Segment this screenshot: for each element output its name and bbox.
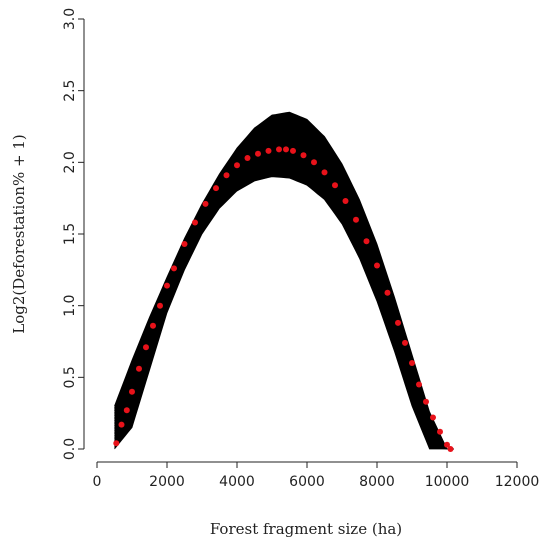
fit-point bbox=[363, 238, 370, 245]
fit-point bbox=[118, 421, 125, 428]
fit-point bbox=[311, 159, 317, 166]
bootstrap-curve bbox=[114, 159, 454, 450]
fit-point bbox=[384, 289, 391, 296]
fit-point bbox=[374, 262, 380, 269]
y-tick-label: 0.5 bbox=[62, 366, 78, 388]
fit-point bbox=[202, 200, 209, 207]
fit-point bbox=[416, 381, 422, 388]
bootstrap-curve bbox=[114, 171, 454, 450]
bootstrap-curve bbox=[114, 116, 454, 450]
bootstrap-curve bbox=[114, 121, 454, 450]
x-tick-label: 2000 bbox=[149, 474, 185, 490]
fit-point bbox=[342, 198, 349, 204]
bootstrap-curve bbox=[114, 166, 454, 450]
fit-point bbox=[283, 146, 289, 153]
axes bbox=[78, 18, 518, 468]
fit-point bbox=[129, 388, 135, 395]
y-axis-label: Log2(Deforestation% + 1) bbox=[10, 134, 28, 333]
fit-point bbox=[332, 182, 338, 189]
y-tick-label: 0.0 bbox=[62, 438, 78, 460]
bootstrap-curve bbox=[114, 142, 454, 450]
fit-point bbox=[430, 414, 436, 421]
fit-point bbox=[157, 302, 163, 309]
fit-point bbox=[353, 216, 359, 223]
bootstrap-curve bbox=[114, 114, 454, 450]
fit-point bbox=[423, 398, 429, 405]
x-tick-label: 8000 bbox=[359, 474, 395, 490]
bootstrap-curve bbox=[114, 124, 454, 450]
fit-point bbox=[213, 185, 219, 192]
fit-point bbox=[234, 162, 240, 169]
bootstrap-curve bbox=[114, 152, 454, 450]
fit-point bbox=[113, 440, 120, 447]
fit-point bbox=[276, 146, 282, 153]
x-axis-label: Forest fragment size (ha) bbox=[210, 520, 402, 538]
fit-point bbox=[223, 172, 230, 179]
bootstrap-curve bbox=[114, 144, 454, 450]
fit-point bbox=[409, 360, 415, 366]
fitted-curve-points bbox=[113, 146, 454, 452]
fit-point bbox=[321, 169, 328, 176]
fit-point bbox=[290, 147, 296, 154]
bootstrap-curve bbox=[114, 157, 454, 450]
bootstrap-curve bbox=[114, 139, 454, 450]
bootstrap-curve bbox=[114, 126, 454, 450]
x-tick-label: 6000 bbox=[289, 474, 325, 490]
fit-point bbox=[437, 428, 443, 435]
fit-point bbox=[244, 155, 251, 161]
bootstrap-curve bbox=[114, 169, 454, 450]
fit-point bbox=[123, 407, 130, 414]
fit-point bbox=[395, 319, 401, 326]
fit-point bbox=[444, 441, 450, 448]
bootstrap-curve bbox=[114, 154, 454, 450]
y-tick-label: 1.5 bbox=[62, 223, 78, 245]
x-tick-label: 4000 bbox=[219, 474, 255, 490]
bootstrap-curve bbox=[114, 164, 454, 450]
fit-point bbox=[181, 241, 188, 247]
bootstrap-curves-band bbox=[114, 111, 454, 450]
tick-labels: 0 2000 4000 6000 8000 10000 12000 0.0 0.5 1.0 1.5 2… bbox=[62, 8, 539, 490]
y-tick-label: 2.0 bbox=[62, 151, 78, 173]
fit-point bbox=[150, 322, 156, 329]
y-tick-label: 2.5 bbox=[62, 80, 78, 102]
fit-point bbox=[164, 282, 170, 289]
bootstrap-curve bbox=[114, 176, 454, 450]
fit-point bbox=[136, 365, 142, 372]
fit-point bbox=[402, 339, 408, 346]
fit-point bbox=[143, 344, 149, 351]
x-tick-label: 0 bbox=[93, 474, 102, 490]
fit-point bbox=[171, 265, 177, 272]
fit-point bbox=[255, 150, 261, 157]
fit-point bbox=[192, 219, 198, 226]
fit-point bbox=[447, 446, 454, 452]
bootstrap-curve bbox=[114, 119, 454, 450]
x-tick-label: 12000 bbox=[495, 474, 540, 490]
bootstrap-curve bbox=[114, 173, 454, 450]
y-tick-label: 1.0 bbox=[62, 295, 78, 317]
bootstrap-curve bbox=[114, 161, 454, 450]
y-tick-label: 3.0 bbox=[62, 8, 78, 30]
fit-point bbox=[300, 152, 307, 159]
x-tick-label: 10000 bbox=[425, 474, 470, 490]
fit-point bbox=[265, 147, 272, 154]
bootstrap-curve bbox=[114, 137, 454, 450]
